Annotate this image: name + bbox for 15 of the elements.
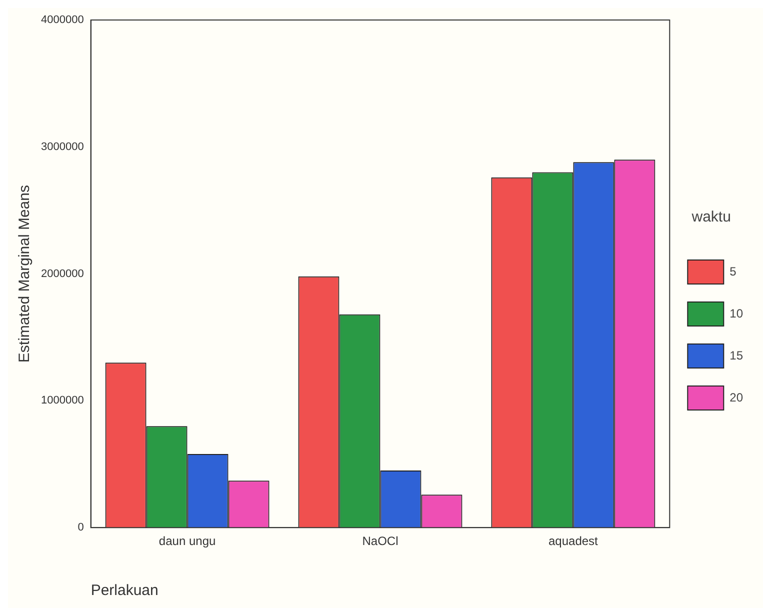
legend-label: 5 [730, 264, 737, 278]
legend-label: 15 [730, 348, 744, 362]
y-tick-label: 1000000 [40, 394, 84, 407]
y-tick-label: 2000000 [40, 268, 84, 280]
legend-label: 10 [730, 306, 744, 320]
x-tick-label: aquadest [548, 534, 599, 548]
legend-title: waktu [690, 208, 731, 226]
y-tick-label: 4000000 [40, 14, 84, 26]
y-axis-title: Estimated Marginal Means [16, 185, 34, 363]
y-tick-label: 3000000 [40, 140, 84, 153]
y-tick-label: 0 [78, 522, 84, 534]
x-axis-title: Perlakuan [90, 582, 158, 600]
x-tick-label: NaOCl [362, 534, 398, 548]
x-tick-label: daun ungu [158, 534, 216, 548]
legend-label: 20 [730, 390, 744, 404]
